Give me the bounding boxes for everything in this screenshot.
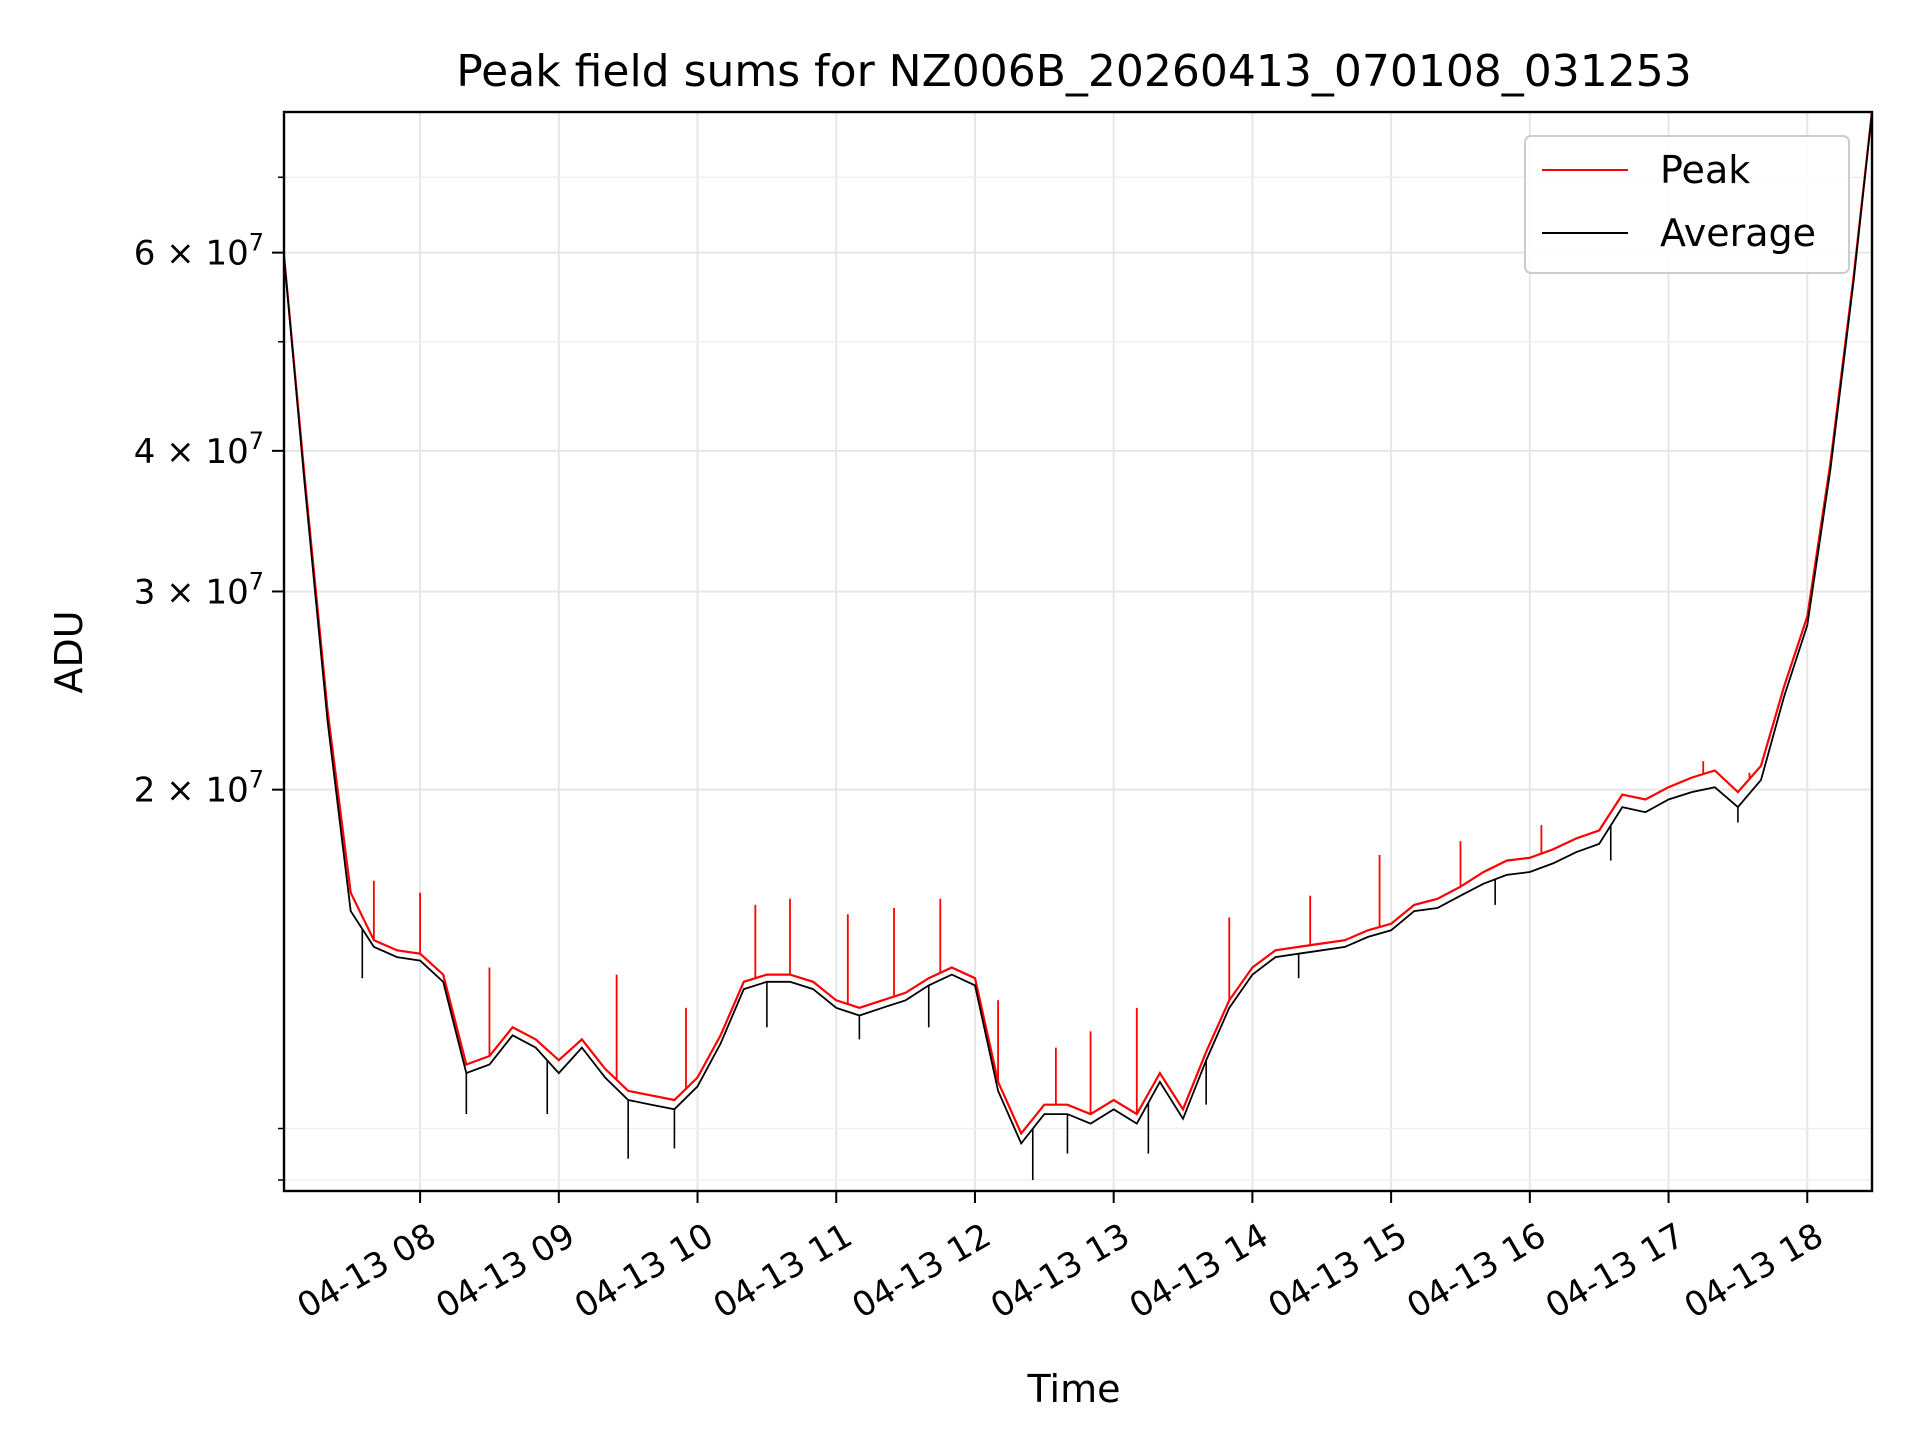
legend-average-label: Average — [1660, 211, 1816, 255]
y-axis: 2 × 107 3 × 107 4 × 107 6 × 107 — [134, 176, 284, 1181]
y-tick-label: 2 × 107 — [134, 766, 264, 811]
y-tick-label: 6 × 107 — [134, 229, 264, 274]
y-tick-label: 3 × 107 — [134, 567, 264, 612]
legend-peak-label: Peak — [1660, 148, 1750, 192]
y-tick-label: 4 × 107 — [134, 427, 264, 472]
legend: Peak Average — [1524, 135, 1850, 274]
series-peak-line — [284, 112, 1872, 1136]
plot-frame — [282, 110, 1874, 1193]
chart-title: Peak field sums for NZ006B_20260413_0701… — [456, 46, 1692, 97]
series-layer — [284, 112, 1872, 1181]
y-axis-label: ADU — [47, 610, 91, 693]
plot-area — [284, 112, 1872, 1181]
x-axis-label: Time — [1027, 1367, 1121, 1411]
